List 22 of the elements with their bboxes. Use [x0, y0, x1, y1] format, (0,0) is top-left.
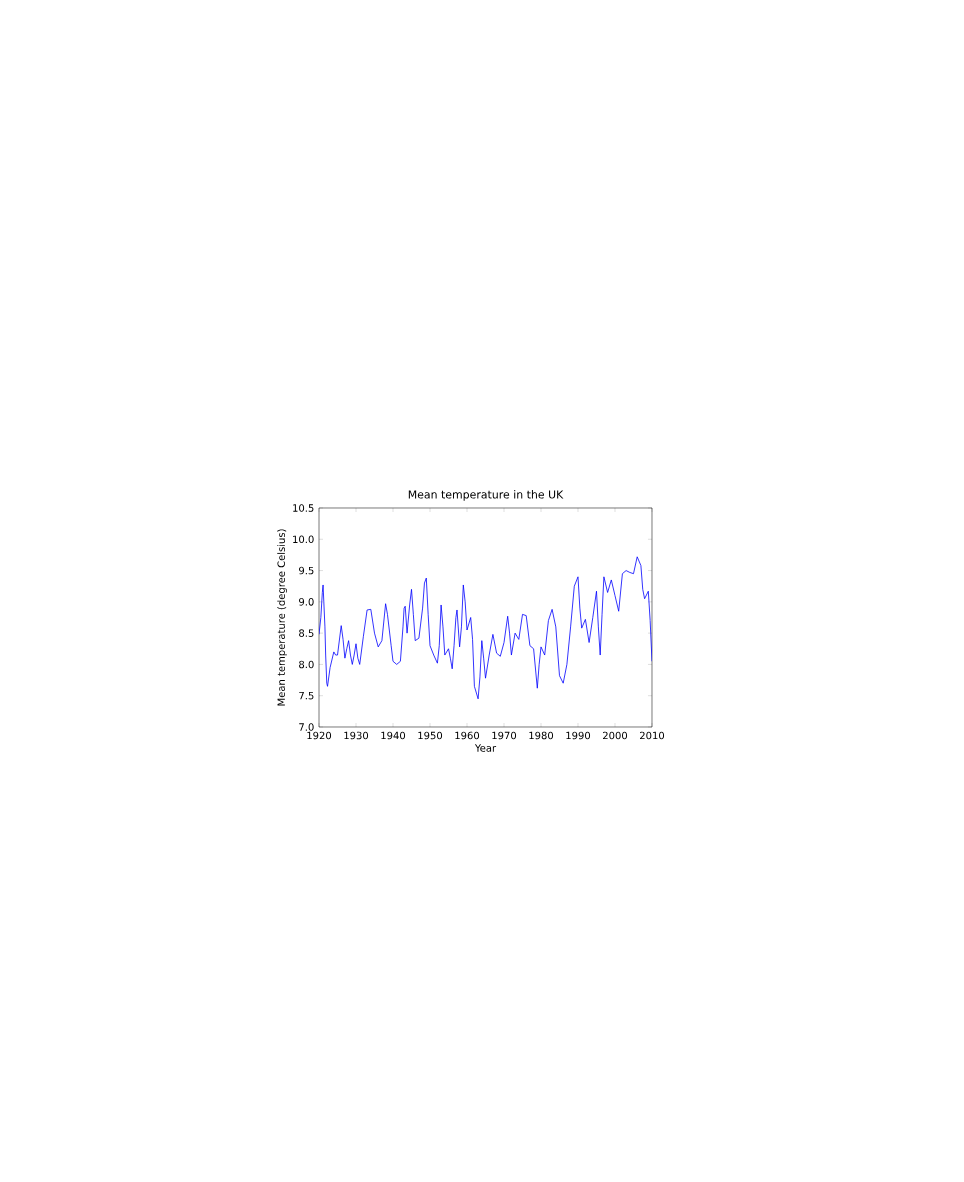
y-tick-label: 8.0: [299, 660, 314, 669]
x-tick-label: 2010: [640, 731, 665, 740]
x-tick-label: 1950: [418, 731, 443, 740]
y-tick-label: 9.0: [299, 598, 314, 606]
x-tick-label: 1930: [344, 731, 369, 740]
x-axis-title: Year: [474, 744, 497, 752]
line-series: [319, 556, 652, 700]
x-tick-label: 1960: [455, 731, 480, 740]
x-tick-label: 2000: [603, 731, 628, 740]
y-tick-label: 7.5: [299, 691, 314, 700]
y-axis-title: Mean temperature (degree Celsius): [277, 529, 287, 706]
x-tick-label: 1940: [381, 731, 406, 740]
y-tick-label: 8.5: [299, 629, 314, 637]
y-tick-label: 7.0: [299, 723, 314, 731]
y-tick-label: 9.5: [299, 566, 314, 575]
y-tick-label: 10.0: [293, 535, 314, 544]
x-tick-label: 1970: [492, 731, 517, 740]
x-tick-label: 1980: [529, 731, 554, 740]
y-tick-label: 10.5: [293, 504, 314, 512]
x-tick-label: 1920: [307, 731, 332, 740]
chart-title: Mean temperature in the UK: [408, 490, 564, 501]
x-tick-label: 1990: [566, 731, 591, 740]
